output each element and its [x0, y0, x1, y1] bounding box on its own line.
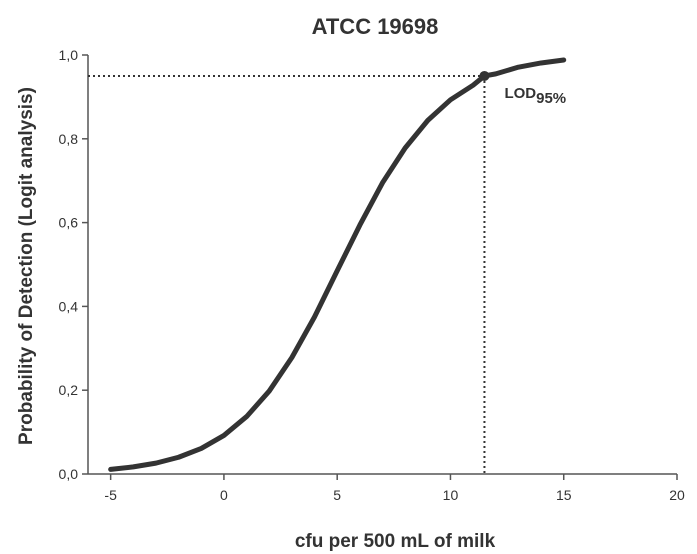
x-tick-label: 10: [443, 487, 459, 503]
x-tick-label: 20: [669, 487, 685, 503]
lod-label-sub: 95%: [536, 90, 566, 107]
x-axis-label: cfu per 500 mL of milk: [295, 531, 496, 552]
y-tick-label: 0,4: [59, 298, 79, 314]
lod-label-main: LOD: [504, 85, 536, 102]
x-tick-label: 15: [556, 487, 572, 503]
y-tick-label: 1,0: [59, 47, 79, 63]
y-tick-label: 0,8: [59, 131, 79, 147]
x-tick-label: 0: [220, 487, 228, 503]
x-ticks: -5 0 5 10 15 20: [104, 474, 685, 503]
x-tick-label: -5: [104, 487, 117, 503]
x-tick-label: 5: [333, 487, 341, 503]
y-axis-label: Probability of Detection (Logit analysis…: [16, 87, 37, 445]
lod-guide-lines: [88, 74, 486, 474]
y-tick-label: 0,6: [59, 215, 79, 231]
chart-title: ATCC 19698: [312, 14, 439, 39]
lod-label: LOD95%: [504, 85, 566, 107]
series-line: [108, 57, 567, 472]
lod-point: [479, 70, 490, 81]
plot-area: 0,0 0,2 0,4 0,6 0,8 1,0 -5 0 5 10 15 20 LOD95%: [59, 47, 685, 503]
y-tick-label: 0,2: [59, 382, 79, 398]
y-tick-label: 0,0: [59, 466, 79, 482]
y-ticks: 0,0 0,2 0,4 0,6 0,8 1,0: [59, 47, 88, 482]
